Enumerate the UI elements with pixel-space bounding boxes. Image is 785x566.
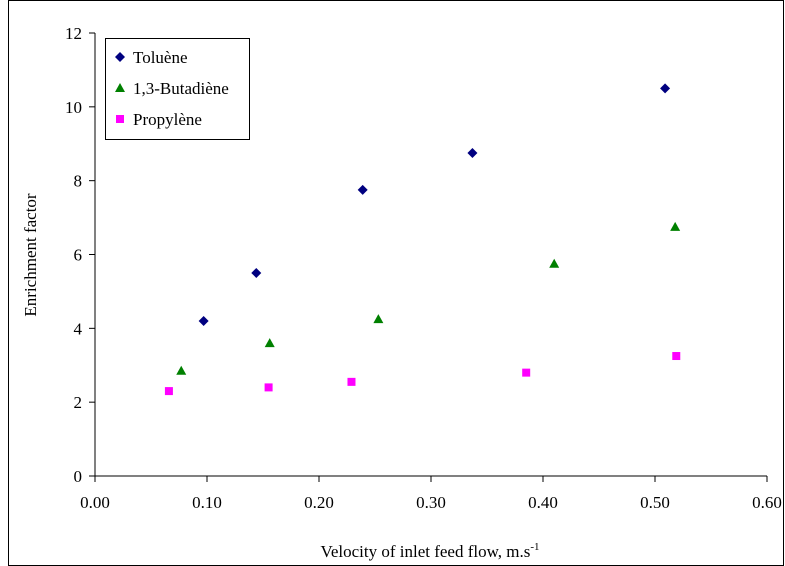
legend-label-tolu-ne: Toluène xyxy=(133,48,188,67)
data-point-propyl-ne xyxy=(347,378,355,386)
y-tick-label: 8 xyxy=(74,172,83,191)
legend: Toluène 1,3-Butadiène Propylène xyxy=(106,39,250,140)
y-tick-label: 12 xyxy=(65,24,82,43)
data-point-propyl-ne xyxy=(265,383,273,391)
x-tick-label: 0.00 xyxy=(80,493,110,512)
y-tick-label: 4 xyxy=(74,319,83,338)
data-point-propyl-ne xyxy=(165,387,173,395)
y-tick-label: 2 xyxy=(74,393,83,412)
x-tick-label: 0.60 xyxy=(752,493,782,512)
x-tick-label: 0.50 xyxy=(640,493,670,512)
x-tick-label: 0.20 xyxy=(304,493,334,512)
data-point-propyl-ne xyxy=(672,352,680,360)
legend-marker-propyl-ne xyxy=(116,115,124,123)
legend-label-propyl-ne: Propylène xyxy=(133,110,202,129)
x-axis-label: Velocity of inlet feed flow, m.s-1 xyxy=(320,541,539,561)
x-tick-label: 0.10 xyxy=(192,493,222,512)
x-tick-label: 0.40 xyxy=(528,493,558,512)
data-point-propyl-ne xyxy=(522,369,530,377)
y-axis-label: Enrichment factor xyxy=(21,193,40,317)
x-tick-label: 0.30 xyxy=(416,493,446,512)
y-tick-label: 6 xyxy=(74,246,83,265)
x-axis-label-superscript: -1 xyxy=(530,541,539,553)
y-tick-label: 0 xyxy=(74,467,83,486)
x-axis-label-main: Velocity of inlet feed flow, m.s xyxy=(320,542,530,561)
legend-label-1-3-butadi-ne: 1,3-Butadiène xyxy=(133,79,229,98)
y-tick-label: 10 xyxy=(65,98,82,117)
